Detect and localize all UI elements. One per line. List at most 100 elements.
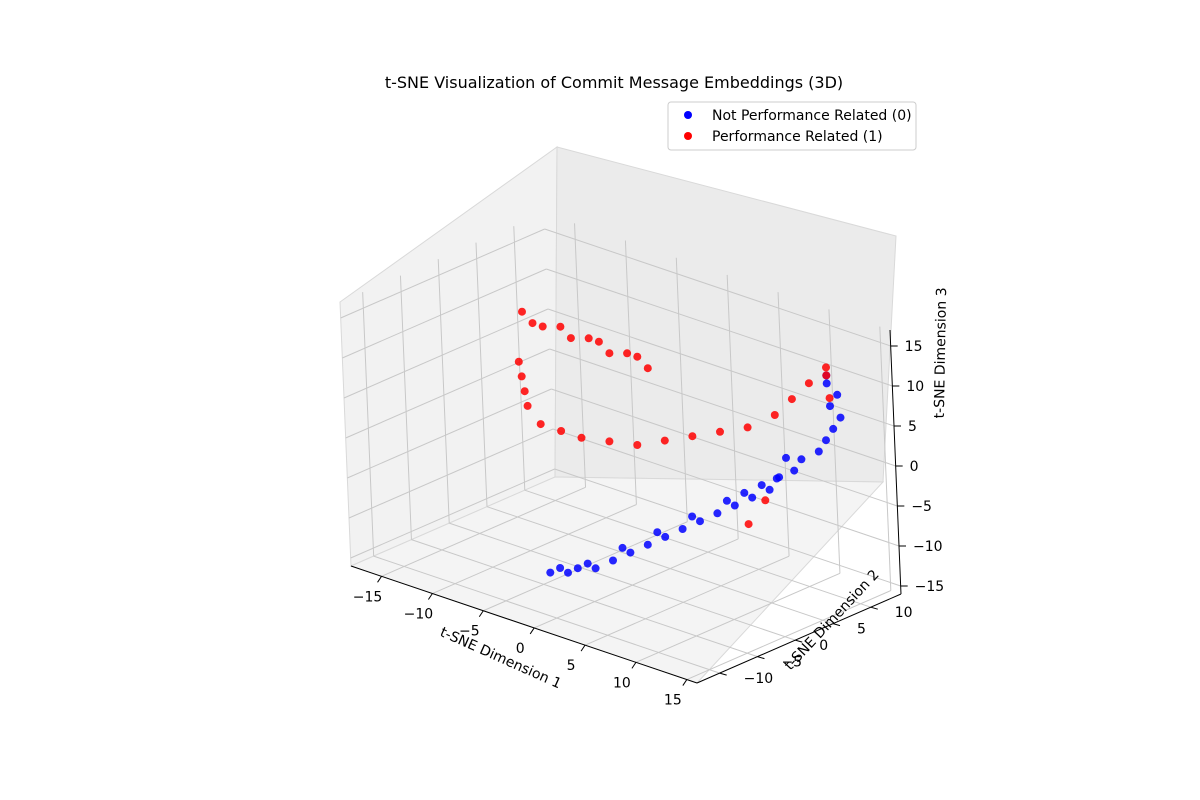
point-performance <box>633 441 642 449</box>
x-axis-label: t-SNE Dimension 1 <box>438 624 564 692</box>
point-performance <box>761 496 770 505</box>
y-tick-mark <box>832 623 841 627</box>
point-performance <box>523 401 532 410</box>
x-tick-mark <box>529 627 535 635</box>
x-tick-mark <box>631 662 637 669</box>
y-tick-mark <box>719 672 727 676</box>
point-not-performance <box>757 481 766 490</box>
point-performance <box>822 371 831 380</box>
x-tick-label: −10 <box>404 607 434 623</box>
x-tick-label: 5 <box>567 658 576 674</box>
grid-x-back <box>777 292 790 557</box>
y-tick-label: 10 <box>895 605 913 621</box>
point-not-performance <box>740 488 749 497</box>
point-performance <box>623 349 632 358</box>
legend-label-performance: Performance Related (1) <box>712 129 883 145</box>
point-performance <box>518 307 526 316</box>
grid-y-floor <box>373 555 720 674</box>
grid-x-back <box>574 223 587 488</box>
x-tick-mark <box>478 610 484 618</box>
point-not-performance <box>814 447 823 456</box>
point-not-performance <box>775 473 784 482</box>
z-tick-label: −15 <box>915 579 945 595</box>
z-axis-line <box>889 329 902 595</box>
grid-x-back <box>624 240 637 505</box>
point-performance <box>566 334 575 343</box>
point-not-performance <box>765 485 774 494</box>
z-tick-label: 15 <box>905 339 923 355</box>
point-not-performance <box>618 543 627 552</box>
point-performance <box>584 334 593 343</box>
grid-z-back <box>544 228 891 347</box>
legend-frame <box>667 101 917 151</box>
y-tick-label: 5 <box>857 622 866 638</box>
y-tick-label: −5 <box>781 655 802 671</box>
z-tick-label: −10 <box>913 539 943 555</box>
point-not-performance <box>822 436 830 445</box>
legend-marker-red <box>684 132 692 140</box>
grid-y-left <box>362 292 375 557</box>
z-axis-label: t-SNE Dimension 3 <box>932 287 950 418</box>
point-not-performance <box>609 556 617 565</box>
point-not-performance <box>730 501 739 510</box>
legend-label-not-performance: Not Performance Related (0) <box>712 108 912 124</box>
grid-y-floor <box>411 539 758 658</box>
x-tick-mark <box>580 644 586 652</box>
grid-z-back <box>554 468 901 587</box>
point-performance <box>822 363 830 372</box>
point-performance <box>643 364 652 373</box>
point-not-performance <box>661 532 670 541</box>
point-performance <box>556 322 565 331</box>
point-not-performance <box>833 390 842 399</box>
point-not-performance <box>653 528 662 537</box>
grid-x-floor <box>432 504 637 594</box>
pane-y-back <box>554 146 897 483</box>
point-performance <box>514 357 523 366</box>
point-performance <box>605 437 614 446</box>
point-performance <box>605 349 614 358</box>
grid-x-floor <box>533 538 739 629</box>
y-tick-label: −10 <box>744 671 774 687</box>
point-performance <box>804 379 813 388</box>
grid-z-left <box>350 468 555 559</box>
grid-z-left <box>340 228 545 319</box>
y-tick-mark <box>795 639 803 643</box>
point-performance <box>577 433 586 442</box>
axes-panes <box>339 146 897 684</box>
grid-z-left <box>343 308 549 399</box>
grid-y-floor <box>449 522 796 641</box>
series-not-performance <box>546 371 845 577</box>
point-performance <box>594 337 603 346</box>
point-not-performance <box>696 517 704 526</box>
grid-x-floor <box>381 486 586 577</box>
x-tick-label: −15 <box>353 589 383 605</box>
point-performance <box>716 427 724 436</box>
grid-z-left <box>347 388 552 479</box>
point-performance <box>787 395 796 404</box>
y-axis-line <box>696 593 902 684</box>
point-not-performance <box>573 564 582 573</box>
point-performance <box>825 394 834 403</box>
x-tick-mark <box>377 576 382 583</box>
grid-z-back <box>546 268 893 387</box>
y-axis-label: t-SNE Dimension 2 <box>782 567 883 674</box>
x-tick-mark <box>427 593 433 600</box>
grid-y-floor <box>524 489 871 608</box>
legend: Not Performance Related (0) Performance … <box>667 101 917 151</box>
y-tick-mark <box>870 606 878 610</box>
point-not-performance <box>626 548 635 557</box>
grid-x-floor <box>584 555 790 646</box>
grid-x-floor <box>686 590 892 681</box>
point-performance <box>557 427 566 435</box>
x-tick-label: 0 <box>516 641 525 657</box>
point-performance <box>770 411 779 419</box>
point-not-performance <box>797 455 806 464</box>
y-tick-label: 0 <box>819 638 828 654</box>
point-not-performance <box>643 540 652 549</box>
point-performance <box>660 436 669 445</box>
point-not-performance <box>546 568 555 577</box>
x-tick-mark <box>682 679 688 686</box>
point-performance <box>536 420 545 429</box>
grid-lines <box>340 223 901 681</box>
